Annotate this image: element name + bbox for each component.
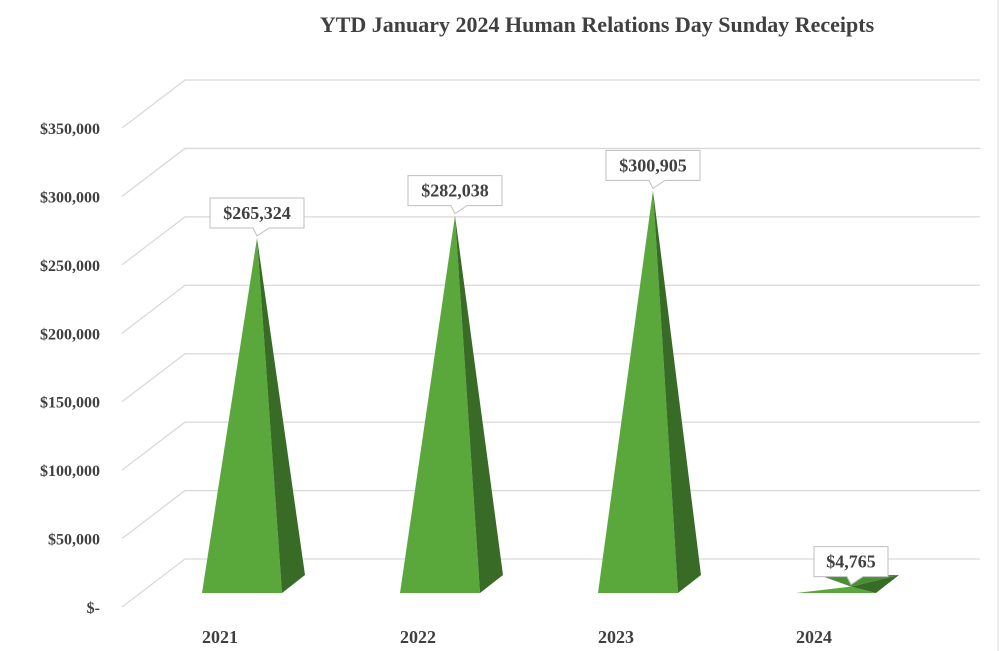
- pyramid-front-face: [598, 190, 678, 593]
- y-tick-label: $100,000: [40, 463, 100, 480]
- y-tick-label: $50,000: [48, 532, 100, 549]
- pyramid-front-face: [796, 586, 876, 593]
- y-axis: $- $50,000 $100,000 $150,000 $200,000 $250,00…: [40, 121, 100, 617]
- chart-title: YTD January 2024 Human Relations Day Sun…: [320, 12, 875, 37]
- y-tick-label: $300,000: [40, 189, 100, 206]
- gridline: [121, 216, 980, 266]
- pyramid-front-face: [202, 238, 282, 593]
- data-label-callout: [813, 546, 889, 586]
- gridline: [121, 353, 980, 403]
- data-label: $300,905: [619, 155, 687, 175]
- gridlines: [121, 79, 980, 608]
- x-axis: 2021 2022 2023 2024: [202, 627, 832, 647]
- gridline: [121, 79, 980, 129]
- data-label: $265,324: [223, 203, 291, 223]
- data-label-callout: [209, 197, 305, 237]
- data-label-callout: [605, 149, 701, 190]
- y-tick-label: $200,000: [40, 326, 100, 343]
- x-category-label: 2022: [400, 627, 436, 647]
- y-tick-label: $150,000: [40, 395, 100, 412]
- bars: $265,324 $282,038 $300,905 $4,765: [202, 149, 899, 593]
- pyramid-side-face: [257, 238, 305, 593]
- x-category-label: 2023: [598, 627, 634, 647]
- pyramid-back-face: [819, 575, 899, 587]
- gridline: [121, 147, 980, 197]
- data-label: $282,038: [421, 181, 489, 201]
- pyramid-front-face: [400, 215, 480, 593]
- pyramid-side-face: [455, 215, 503, 593]
- y-tick-label: $250,000: [40, 258, 100, 275]
- gridline: [121, 489, 980, 540]
- y-tick-label: $350,000: [40, 121, 100, 138]
- pyramid-side-face: [653, 190, 701, 593]
- pyramid-side-face: [851, 575, 899, 593]
- data-label-callout: [407, 175, 503, 215]
- x-category-label: 2024: [796, 627, 832, 647]
- x-category-label: 2021: [202, 627, 238, 647]
- y-tick-label: $-: [87, 600, 100, 617]
- gridline: [121, 558, 980, 608]
- data-label: $4,765: [826, 552, 876, 572]
- gridline: [121, 421, 980, 471]
- gridline: [121, 284, 980, 334]
